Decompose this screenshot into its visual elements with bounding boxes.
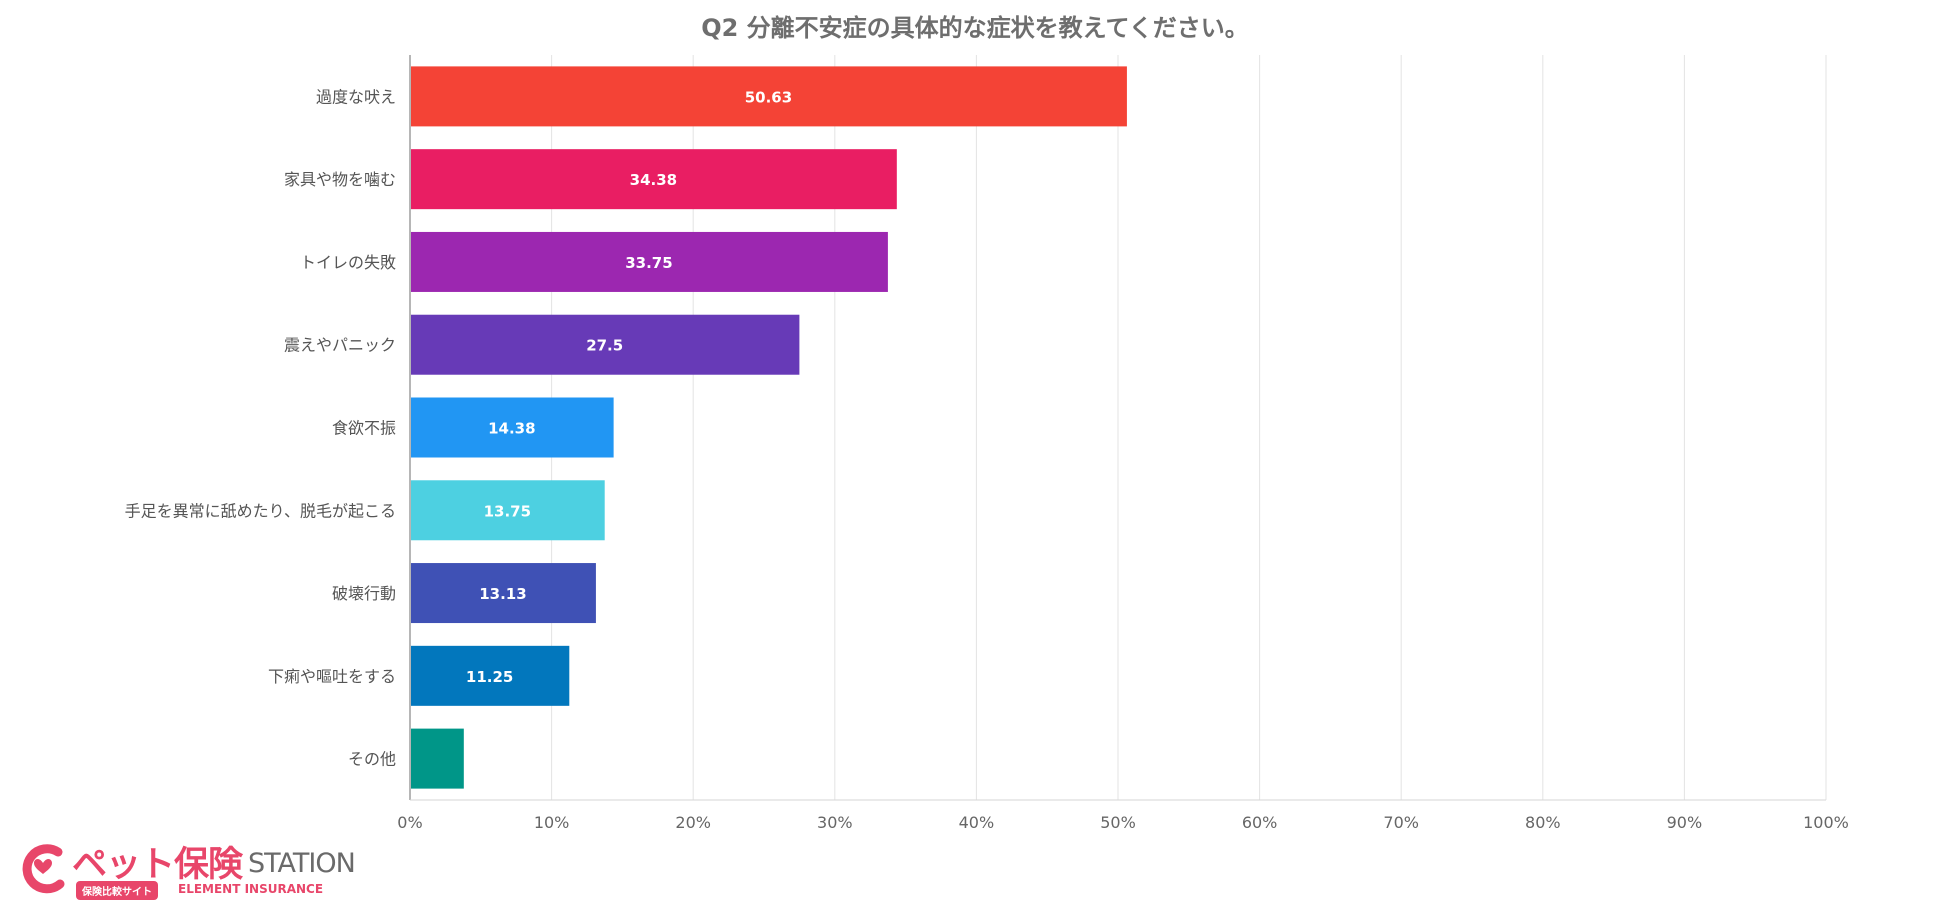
category-label: 破壊行動 [332,584,396,603]
category-label: 過度な吠え [316,87,396,106]
x-tick-label: 60% [1242,813,1278,830]
data-label: 13.13 [479,585,526,603]
x-tick-label: 30% [817,813,853,830]
data-label: 33.75 [625,254,672,272]
bar [411,149,897,210]
x-tick-label: 20% [675,813,711,830]
logo-company: ELEMENT INSURANCE [178,882,324,896]
data-label: 14.38 [488,420,535,438]
bar [411,480,605,541]
bar-chart: 0% 10% 20% 30% 40% 50% 60% 70% 80% 90% 100% 過度な吠え 50… [125,55,1849,830]
pet-hoken-station-logo: ペット保険 STATION 保険比較サイト ELEMENT INSURANCE [20,836,380,900]
category-label: その他 [348,750,396,769]
bar [411,66,1127,127]
x-tick-label: 80% [1525,813,1561,830]
category-label: 手足を異常に舐めたり、脱毛が起こる [125,501,396,520]
bar [411,397,614,458]
x-tick-label: 70% [1383,813,1419,830]
x-tick-label: 100% [1803,813,1849,830]
category-label: 震えやパニック [284,336,396,355]
logo-mark-icon [22,844,65,894]
category-label: 下痢や嘔吐をする [268,667,396,686]
category-label: トイレの失敗 [300,253,396,272]
data-label: 34.38 [630,171,677,189]
x-tick-label: 0% [397,813,422,830]
bar [411,645,570,706]
logo-name-jp: ペット保険 [72,845,243,885]
bar [411,728,464,789]
x-tick-label: 90% [1667,813,1703,830]
logo-name-en: STATION [248,848,356,879]
bar [411,314,800,375]
data-label: 50.63 [745,88,792,106]
category-label: 食欲不振 [332,419,396,438]
x-tick-label: 40% [959,813,995,830]
bar [411,563,596,624]
data-label: 13.75 [484,502,531,520]
x-tick-label: 50% [1100,813,1136,830]
x-tick-label: 10% [534,813,570,830]
data-label: 11.25 [466,668,513,686]
logo-badge: 保険比較サイト [76,881,158,900]
chart-title: Q2 分離不安症の具体的な症状を教えてください。 [701,14,1249,42]
data-label: 27.5 [586,337,623,355]
category-label: 家具や物を噛む [284,170,396,189]
bar [411,231,888,292]
